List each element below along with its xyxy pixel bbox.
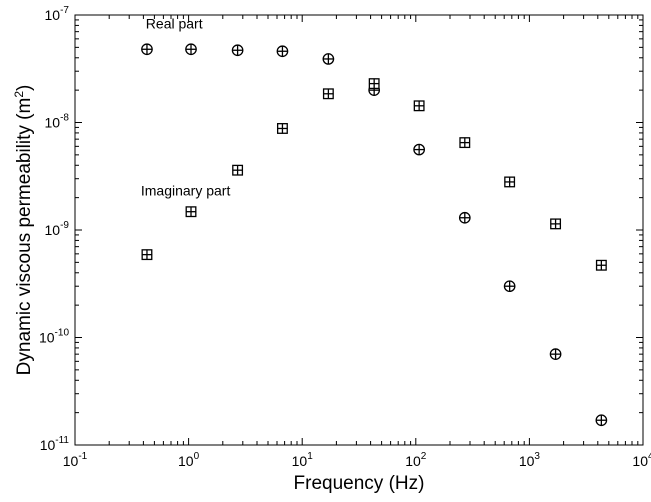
real-part-label: Real part [146,15,203,31]
x-tick-label: 103 [519,451,541,469]
real-part-point [231,44,244,57]
x-tick-label: 101 [292,451,314,469]
real-part-point [276,45,289,58]
imaginary-part-label: Imaginary part [141,182,231,198]
real-part-point [458,211,471,224]
y-axis-title-end: ) [14,85,35,91]
y-tick-label: 10-8 [45,113,70,131]
x-axis-title: Frequency (Hz) [294,473,425,494]
ticks-layer: 10-1 100 101 102 103 104 10-11 10-10 10-9 10-8 10-… [39,5,651,469]
x-tick-label: 102 [405,451,427,469]
y-tick-label: 10-7 [45,5,70,23]
marks-layer [141,43,608,427]
real-part-point [595,414,608,427]
annotations-layer: Real part Imaginary part [141,15,231,198]
y-axis-title: Dynamic viscous permeability (m2) [12,85,35,376]
imaginary-part-point [550,218,562,230]
y-tick-label: 10-10 [39,328,69,346]
imaginary-part-point [459,137,471,149]
real-part-point [185,43,197,56]
imaginary-part-point [185,206,197,218]
plot-frame [74,14,644,446]
x-tick-label: 104 [632,451,651,469]
imaginary-part-point [141,249,153,261]
y-axis-title-main: Dynamic viscous permeability (m [14,98,35,376]
imaginary-part-point [276,123,288,134]
real-part-point [549,348,562,361]
real-part-point [503,280,516,293]
imaginary-part-point [368,78,380,90]
imaginary-part-point [504,176,516,188]
real-part-point [141,43,153,56]
x-tick-label: 10-1 [63,451,88,469]
imaginary-part-point [595,259,607,271]
x-tick-label: 100 [178,451,200,469]
imaginary-part-point [232,164,244,176]
imaginary-part-point [413,100,425,112]
y-tick-label: 10-11 [40,435,70,453]
y-axis-title-sup: 2 [12,91,26,98]
real-part-point [322,53,335,65]
real-part-point [413,143,425,156]
imaginary-part-point [322,88,334,100]
y-tick-label: 10-9 [45,220,70,238]
